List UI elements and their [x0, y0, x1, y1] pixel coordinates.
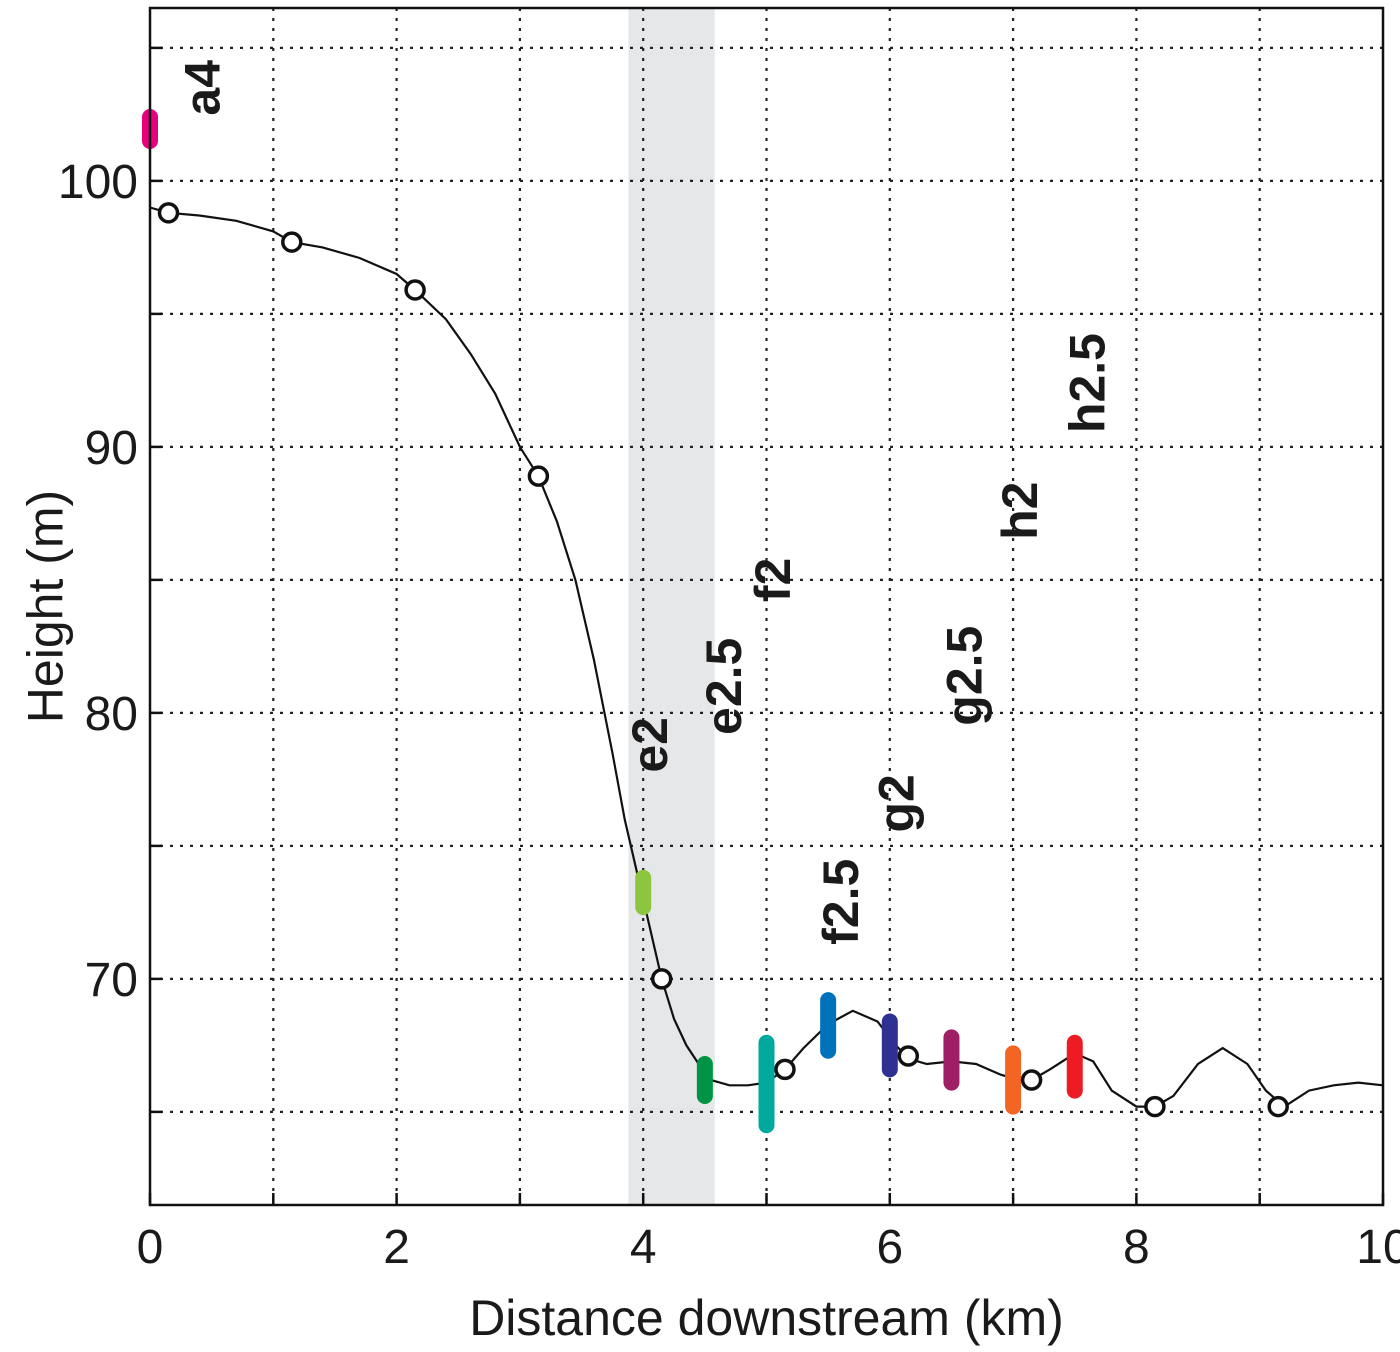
- grid-layer: [150, 8, 1383, 1205]
- station-marker-5: [774, 1058, 796, 1081]
- x-tick-label-8: 8: [1123, 1221, 1150, 1274]
- station-marker-7: [1020, 1069, 1043, 1091]
- x-tick-label-6: 6: [876, 1221, 903, 1274]
- profile-line-layer: [149, 206, 1384, 1108]
- station-marker-8: [1144, 1095, 1166, 1118]
- site-label-h2: h2: [992, 482, 1048, 540]
- site-label-f2: f2: [745, 558, 801, 602]
- station-marker-1: [281, 231, 303, 253]
- station-marker-4: [650, 968, 673, 990]
- site-label-g2.5: g2.5: [936, 626, 992, 726]
- station-marker-0: [157, 202, 180, 224]
- x-tick-label-2: 2: [383, 1221, 410, 1274]
- site-label-a4: a4: [174, 60, 230, 116]
- site-label-f2.5: f2.5: [813, 859, 869, 945]
- site-label-e2: e2: [622, 717, 678, 773]
- y-axis-label: Height (m): [18, 490, 74, 723]
- shaded-band: [628, 8, 715, 1205]
- x-tick-label-0: 0: [137, 1221, 164, 1274]
- tick-layer: [148, 46, 1385, 1205]
- shaded-band-layer: [628, 8, 715, 1205]
- y-tick-label-70: 70: [85, 954, 138, 1007]
- station-marker-layer: [157, 202, 1289, 1118]
- x-axis-label: Distance downstream (km): [469, 1290, 1064, 1346]
- site-label-h2.5: h2.5: [1060, 333, 1116, 433]
- site-label-g2: g2: [868, 774, 924, 832]
- y-tick-label-80: 80: [85, 688, 138, 741]
- y-tick-label-90: 90: [85, 422, 138, 475]
- tick-label-layer: 0 2 4 6 8 10 70 80 90 100: [58, 156, 1400, 1274]
- site-marker-layer: [142, 109, 1083, 1134]
- station-marker-3: [527, 465, 550, 487]
- station-marker-9: [1267, 1095, 1289, 1118]
- station-marker-6: [897, 1045, 920, 1067]
- x-tick-label-4: 4: [630, 1221, 657, 1274]
- profile-line: [149, 206, 1384, 1108]
- station-marker-2: [404, 279, 426, 301]
- site-label-e2.5: e2.5: [696, 638, 752, 735]
- y-tick-label-100: 100: [58, 156, 138, 209]
- x-tick-label-10: 10: [1356, 1221, 1400, 1274]
- plot-frame: [148, 6, 1385, 1207]
